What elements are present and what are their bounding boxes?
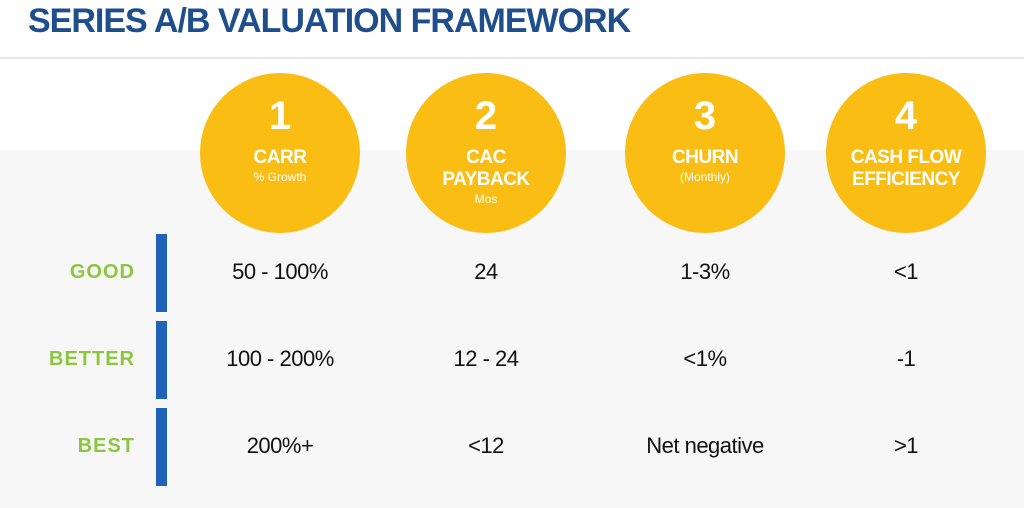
table-cell: 200%+	[246, 433, 314, 458]
table-cell: -1	[896, 346, 916, 371]
table-cell: <1%	[683, 346, 727, 371]
column-subheading: % Growth	[253, 170, 307, 184]
row-label-good: GOOD	[69, 261, 135, 283]
table-cell: 24	[474, 259, 498, 284]
row-label-best: BEST	[77, 435, 135, 457]
column-number: 1	[268, 94, 292, 138]
table-cell: 12 - 24	[453, 346, 520, 371]
column-header-carr: 1 CARR % Growth	[200, 73, 360, 233]
column-header-cash-flow-efficiency: 4 CASH FLOW EFFICIENCY	[826, 73, 986, 233]
column-number: 4	[894, 94, 918, 138]
table-cell: <12	[468, 433, 504, 458]
column-heading: CASH FLOW EFFICIENCY	[850, 147, 962, 190]
title-divider	[0, 57, 1024, 59]
table-cell: 100 - 200%	[226, 346, 334, 371]
column-number: 3	[693, 94, 717, 138]
page-title: SERIES A/B VALUATION FRAMEWORK	[28, 2, 631, 40]
row-bar-better	[156, 321, 167, 399]
table-cell: 1-3%	[680, 259, 730, 284]
column-header-cac-payback: 2 CAC PAYBACK Mos	[406, 73, 566, 233]
column-heading: CARR	[253, 147, 307, 168]
table-cell: Net negative	[646, 433, 764, 458]
row-bar-good	[156, 234, 167, 312]
table-cell: <1	[893, 259, 919, 284]
table-cell: >1	[893, 433, 919, 458]
row-label-better: BETTER	[49, 348, 135, 370]
column-subheading: (Monthly)	[679, 170, 730, 184]
column-header-churn: 3 CHURN (Monthly)	[625, 73, 785, 233]
column-number: 2	[474, 94, 498, 138]
row-bar-best	[156, 408, 167, 486]
column-heading: CAC PAYBACK	[442, 147, 530, 190]
column-subheading: Mos	[474, 192, 498, 206]
table-cell: 50 - 100%	[232, 259, 328, 284]
column-heading: CHURN	[671, 147, 739, 168]
